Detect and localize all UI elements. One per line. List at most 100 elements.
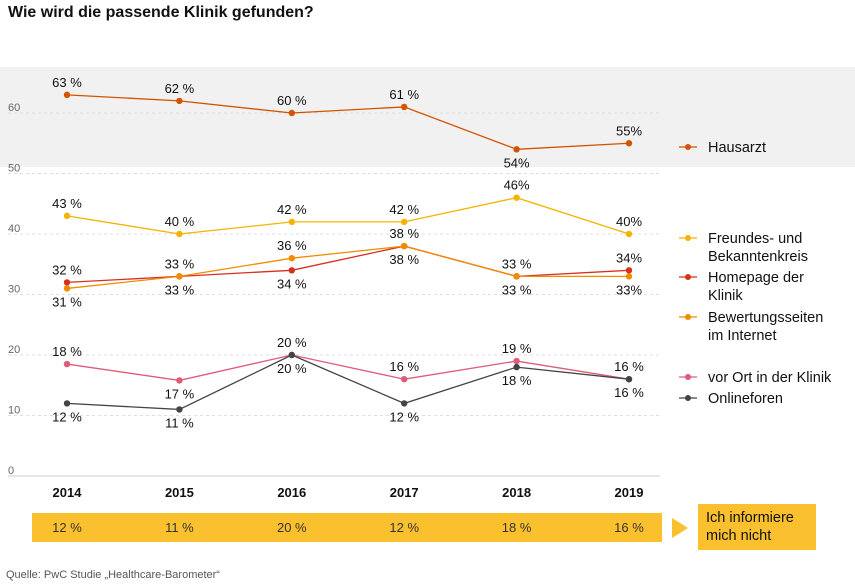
data-label: 34% xyxy=(616,250,642,265)
data-point xyxy=(513,273,520,280)
data-label: 38 % xyxy=(389,226,419,241)
data-point xyxy=(63,285,71,292)
data-label: 19 % xyxy=(502,341,532,356)
data-point xyxy=(63,91,71,99)
series-line xyxy=(66,354,630,411)
legend-swatch-dot xyxy=(685,235,691,241)
legend-label: Onlineforen xyxy=(708,391,783,407)
legend-swatch-dot xyxy=(685,144,691,150)
data-point xyxy=(513,194,520,201)
data-label: 38 % xyxy=(389,252,419,267)
x-tick-label: 2018 xyxy=(502,485,531,500)
data-point xyxy=(401,218,408,226)
chart-title: Wie wird die passende Klinik gefunden? xyxy=(8,4,314,21)
series-line xyxy=(66,197,630,235)
data-label: 31 % xyxy=(52,294,82,309)
data-label: 34 % xyxy=(277,276,307,291)
data-label: 40 % xyxy=(165,214,195,229)
data-point xyxy=(63,400,71,407)
data-point xyxy=(288,255,295,262)
data-point xyxy=(513,357,520,365)
data-label: 33% xyxy=(616,282,642,297)
legend-label: Homepage der xyxy=(708,270,804,286)
x-tick-label: 2019 xyxy=(615,485,644,500)
legend-label: Klinik xyxy=(708,288,743,304)
data-point xyxy=(176,97,183,105)
data-point xyxy=(625,230,633,238)
strip-value: 12 % xyxy=(389,520,419,535)
data-point xyxy=(625,267,633,274)
data-point xyxy=(288,218,295,226)
data-point xyxy=(288,267,295,274)
strip-value: 20 % xyxy=(277,520,307,535)
data-label: 60 % xyxy=(277,93,307,108)
data-point xyxy=(63,279,71,286)
data-label: 54% xyxy=(504,155,530,170)
legend-swatch-dot xyxy=(685,374,691,380)
y-tick-label: 20 xyxy=(8,344,20,356)
data-point xyxy=(401,103,408,111)
legend-label: Freundes- und xyxy=(708,231,802,247)
data-point xyxy=(63,360,71,368)
data-label: 42 % xyxy=(389,202,419,217)
legend-label-no-information: Ich informiere mich nicht xyxy=(698,504,816,550)
data-label: 33 % xyxy=(502,256,532,271)
source-note: Quelle: PwC Studie „Healthcare-Barometer… xyxy=(6,569,220,581)
data-label: 40% xyxy=(616,214,642,229)
data-label: 12 % xyxy=(52,409,82,424)
strip-arrow-icon xyxy=(672,518,688,538)
data-label: 42 % xyxy=(277,202,307,217)
legend-swatch-dot xyxy=(685,314,691,320)
data-label: 17 % xyxy=(165,386,195,401)
data-label: 43 % xyxy=(52,196,82,211)
data-label: 16 % xyxy=(389,359,419,374)
data-point xyxy=(401,376,408,383)
data-label: 55% xyxy=(616,123,642,138)
x-tick-label: 2015 xyxy=(165,485,194,500)
data-label: 33 % xyxy=(165,282,195,297)
data-label: 63 % xyxy=(52,75,82,90)
data-label: 18 % xyxy=(52,344,82,359)
legend-label: vor Ort in der Klinik xyxy=(708,370,832,386)
data-point xyxy=(513,146,520,153)
x-tick-label: 2017 xyxy=(390,485,419,500)
legend-swatch-dot xyxy=(685,274,691,280)
y-tick-label: 10 xyxy=(8,405,20,417)
x-tick-label: 2016 xyxy=(277,485,306,500)
data-point xyxy=(401,242,408,250)
legend-label: Bewertungsseiten xyxy=(708,310,823,326)
legend-label: Bekanntenkreis xyxy=(708,249,808,265)
legend-swatch-dot xyxy=(685,395,691,401)
data-point xyxy=(288,351,295,359)
y-tick-label: 40 xyxy=(8,223,20,235)
strip-value: 11 % xyxy=(165,520,194,535)
data-label: 18 % xyxy=(502,373,532,388)
data-point xyxy=(625,273,633,280)
y-tick-label: 30 xyxy=(8,284,20,296)
data-label: 33 % xyxy=(502,282,532,297)
data-label: 20 % xyxy=(277,335,307,350)
data-label: 36 % xyxy=(277,238,307,253)
series-line xyxy=(66,245,629,290)
data-label: 16 % xyxy=(614,385,644,400)
data-point xyxy=(625,140,633,147)
data-point xyxy=(176,377,183,384)
strip-value: 16 % xyxy=(614,520,644,535)
data-point xyxy=(401,400,408,407)
no-information-strip xyxy=(32,513,662,542)
legend-label-line-2: mich nicht xyxy=(706,528,772,544)
data-point xyxy=(625,376,633,383)
legend-label: Hausarzt xyxy=(708,140,766,156)
data-point xyxy=(176,230,183,238)
data-label: 33 % xyxy=(165,256,195,271)
data-point xyxy=(176,273,183,280)
strip-value: 18 % xyxy=(502,520,532,535)
data-point xyxy=(288,109,295,117)
series-line xyxy=(66,245,630,284)
series-line xyxy=(66,354,630,382)
legend-label: im Internet xyxy=(708,328,777,344)
data-point xyxy=(176,406,183,413)
data-label: 46% xyxy=(504,178,530,193)
series-line xyxy=(66,94,630,150)
